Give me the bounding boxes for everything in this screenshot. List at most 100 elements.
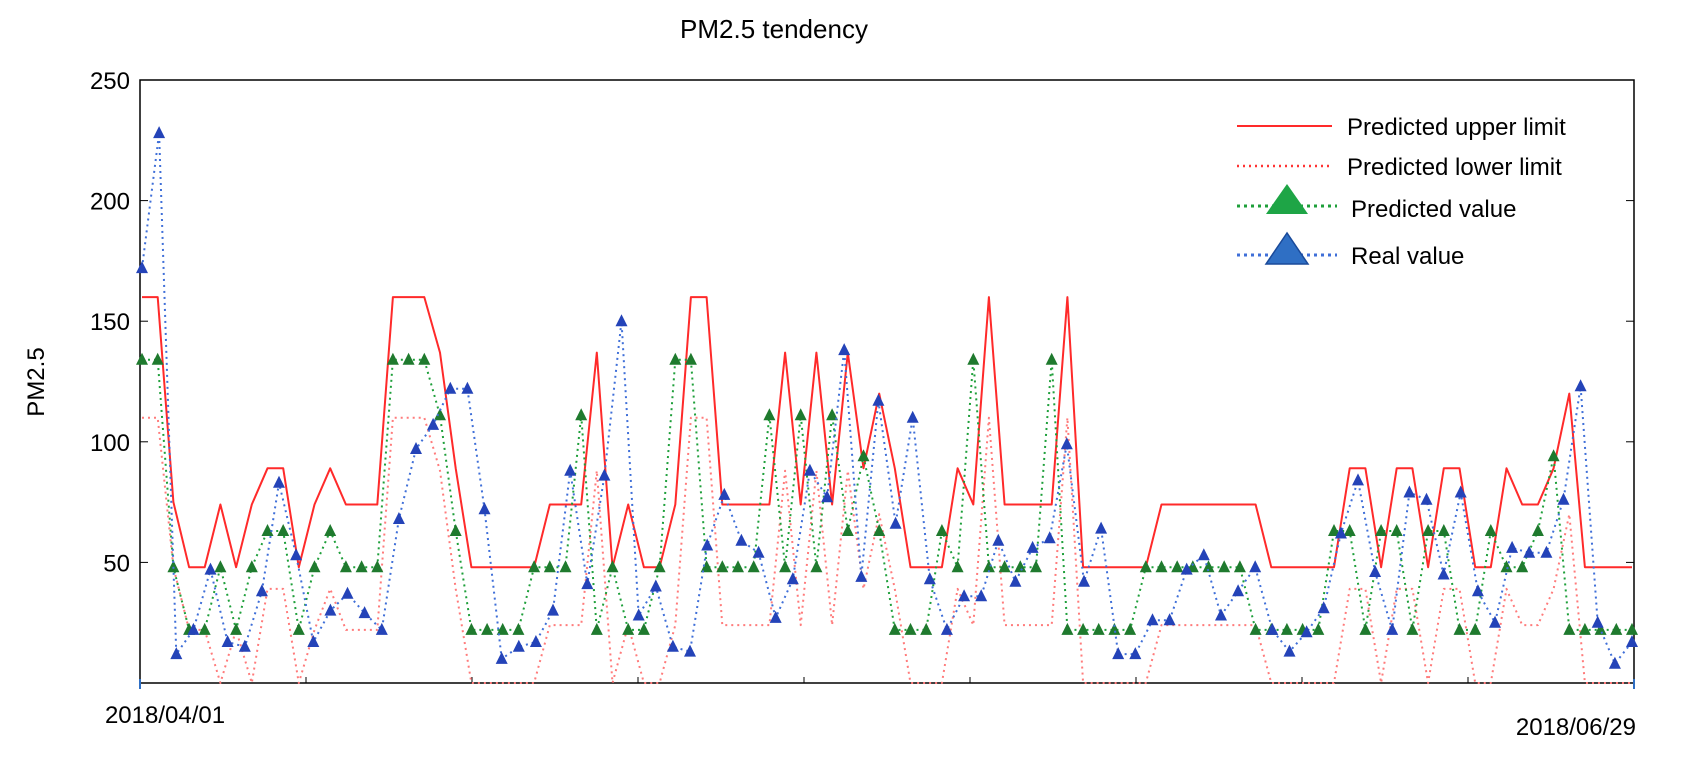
legend-marker-real [1264,231,1310,265]
data-point-predicted-value [1453,622,1466,635]
data-point-real-value [410,442,422,454]
data-point-real-value [1078,574,1090,587]
data-point-real-value [769,610,782,623]
data-point-real-value [1369,565,1382,577]
data-point-real-value [427,417,440,430]
legend-label-real: Real value [1351,243,1464,270]
data-point-predicted-value [1547,449,1560,462]
data-point-real-value [1026,540,1039,553]
data-point-real-value [375,622,388,635]
data-point-predicted-value [590,622,603,635]
data-point-predicted-value [1343,524,1356,536]
x-tick-label-start: 2018/04/01 [105,702,225,729]
data-point-real-value [855,569,868,582]
y-axis: 50 100 150 200 250 [90,68,1634,577]
series-line-upper-limit [142,296,1632,569]
data-point-real-value [1574,379,1587,392]
data-point-predicted-value [418,352,431,365]
y-tick-label: 200 [90,189,130,216]
data-point-predicted-value [779,560,792,573]
data-point-real-value [1266,622,1279,635]
data-point-real-value [598,468,611,481]
data-point-real-value [632,608,645,621]
data-point-real-value [1454,485,1467,498]
data-point-predicted-value [951,560,964,573]
data-point-real-value [1352,473,1364,486]
data-point-predicted-value [528,560,541,573]
data-point-predicted-value [245,560,258,573]
data-point-predicted-value [1531,524,1544,536]
data-point-predicted-value [841,524,854,536]
data-point-real-value [1334,526,1347,539]
data-point-predicted-value [1359,622,1372,635]
data-point-predicted-value [559,560,572,573]
data-point-predicted-value [386,352,399,365]
data-point-real-value [1420,492,1433,505]
data-point-predicted-value [747,560,760,573]
data-point-predicted-value [904,622,917,635]
data-point-predicted-value [1578,622,1591,635]
data-point-predicted-value [308,560,321,573]
data-point-predicted-value [684,352,697,365]
legend-label-lower: Predicted lower limit [1347,154,1562,181]
data-point-predicted-value [1202,560,1215,573]
y-tick-label: 250 [90,68,130,95]
data-point-real-value [821,490,834,503]
data-point-predicted-value [1500,560,1513,573]
data-point-predicted-value [355,560,368,573]
data-point-real-value [1626,635,1638,647]
data-point-real-value [1403,485,1416,498]
data-point-predicted-value [339,560,352,573]
data-point-real-value [1060,437,1073,450]
data-point-real-value [1112,647,1125,660]
data-point-real-value [1506,540,1519,553]
data-point-predicted-value [1108,622,1121,635]
data-point-real-value [547,603,559,616]
data-point-real-value [1180,562,1193,575]
data-point-predicted-value [826,408,839,421]
data-point-predicted-value [136,352,148,365]
chart-title: PM2.5 tendency [680,14,868,44]
series-layer [136,126,1638,684]
y-tick-label: 100 [90,430,130,457]
data-point-real-value [221,635,234,647]
series-line-real-value [141,132,1633,665]
data-point-predicted-value [1171,560,1184,573]
data-point-real-value [701,538,714,551]
data-point-real-value [461,381,474,394]
data-point-predicted-value [857,449,870,462]
data-point-real-value [255,584,268,597]
data-point-predicted-value [637,622,650,635]
data-point-predicted-value [1233,560,1246,573]
data-point-real-value [940,622,953,635]
data-point-predicted-value [214,560,227,573]
data-point-predicted-value [810,560,823,573]
data-point-predicted-value [935,524,948,536]
data-point-predicted-value [371,560,384,573]
data-point-real-value [1232,584,1245,597]
y-tick-label: 150 [90,309,130,336]
data-point-real-value [1591,615,1604,628]
data-point-predicted-value [700,560,713,573]
data-point-predicted-value [1280,622,1293,635]
data-point-predicted-value [982,560,995,573]
data-point-real-value [529,635,542,647]
data-point-real-value [958,589,971,602]
data-point-predicted-value [151,352,164,365]
data-point-predicted-value [1014,560,1027,573]
data-point-real-value [923,572,936,585]
data-point-predicted-value [763,408,776,421]
data-point-predicted-value [716,560,729,573]
data-point-real-value [1540,545,1553,558]
data-point-predicted-value [1124,622,1137,635]
legend-marker-predicted [1266,184,1308,214]
data-point-real-value [495,651,508,664]
legend: Predicted upper limit Predicted lower li… [1237,114,1566,270]
y-axis-label: PM2.5 [23,347,50,416]
data-point-real-value [992,533,1005,546]
data-point-real-value [889,516,902,529]
data-point-predicted-value [967,352,980,365]
data-point-real-value [718,487,731,500]
legend-label-predicted: Predicted value [1351,196,1516,223]
